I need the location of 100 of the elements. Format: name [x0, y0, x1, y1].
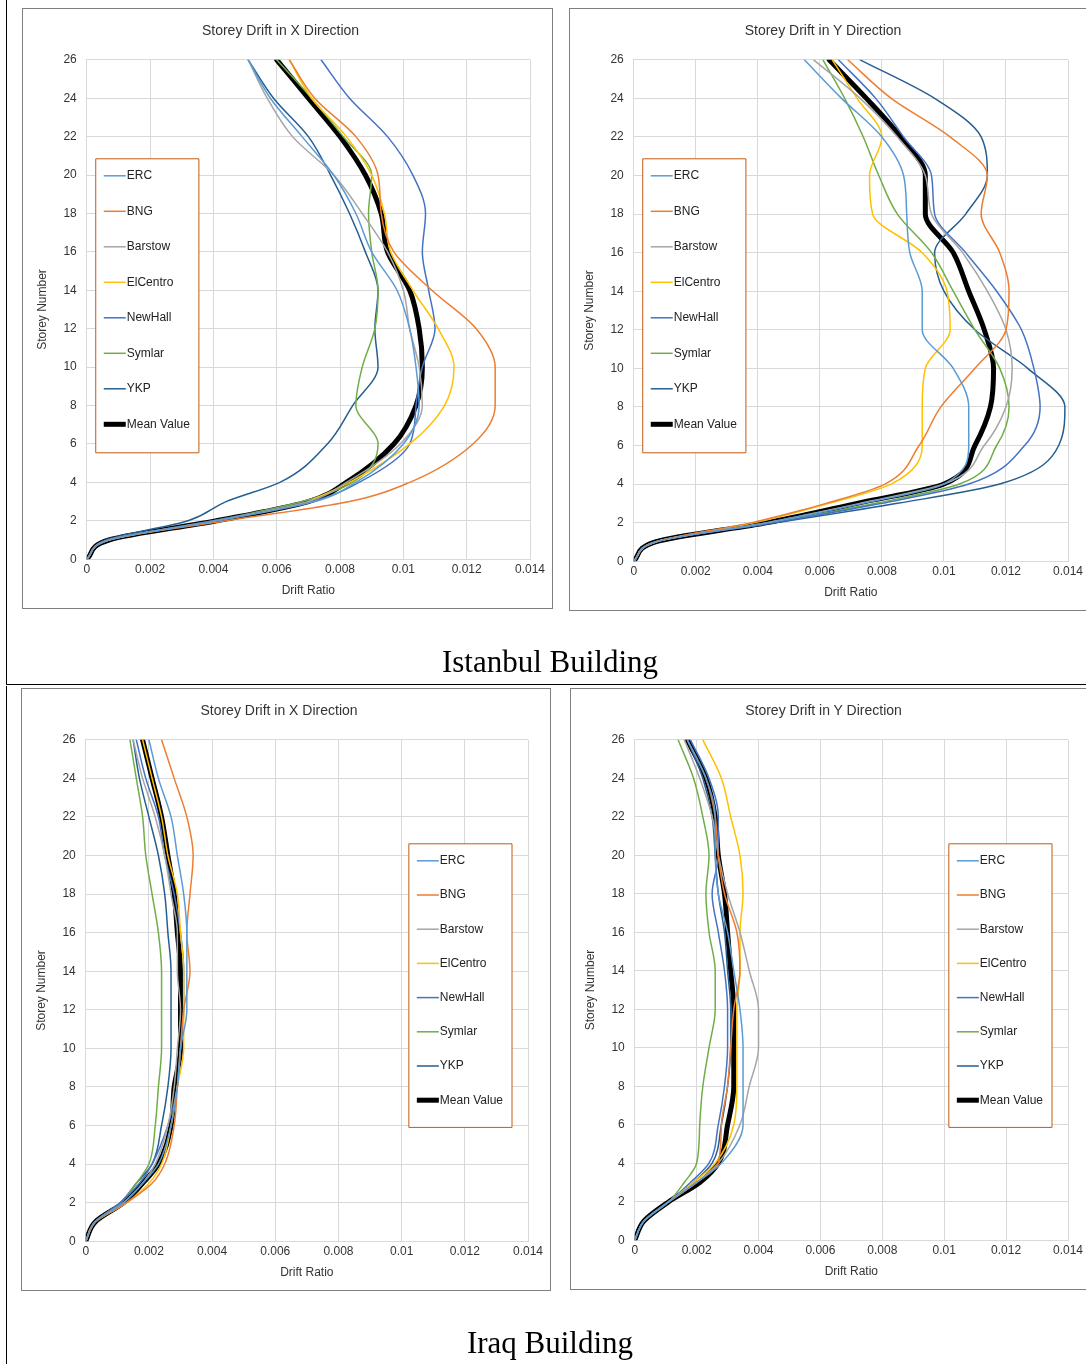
- legend-label: NewHall: [126, 310, 172, 325]
- x-tick-label: 0.006: [804, 563, 836, 578]
- legend-label: Barstow: [979, 921, 1024, 936]
- y-tick-label: 2: [69, 1194, 77, 1209]
- x-tick-label: 0.01: [391, 561, 416, 576]
- x-tick-label: 0.008: [867, 1242, 898, 1257]
- y-tick-label: 18: [63, 205, 78, 220]
- x-tick-label: 0.008: [866, 563, 898, 578]
- x-axis-title: Drift Ratio: [280, 1265, 334, 1280]
- y-tick-label: 4: [618, 1155, 626, 1170]
- y-axis-title: Storey Number: [33, 950, 48, 1031]
- y-tick-label: 0: [618, 1232, 626, 1247]
- legend-label: Symlar: [979, 1024, 1018, 1039]
- y-tick-label: 10: [63, 359, 78, 374]
- legend-label: Mean Value: [673, 416, 738, 431]
- x-tick-label: 0.014: [1052, 563, 1084, 578]
- text: Istanbul Building: [440, 644, 660, 680]
- legend-label: ERC: [673, 168, 700, 183]
- x-tick-label: 0: [82, 1243, 90, 1258]
- y-tick-label: 10: [610, 360, 625, 375]
- legend-label: YKP: [439, 1058, 464, 1073]
- legend-label: NewHall: [439, 989, 485, 1004]
- y-tick-label: 24: [610, 90, 625, 105]
- legend-label: YKP: [979, 1058, 1004, 1073]
- y-tick-label: 10: [62, 1040, 77, 1055]
- y-tick-label: 24: [611, 770, 626, 785]
- y-tick-label: 20: [611, 847, 626, 862]
- x-tick-label: 0.004: [742, 563, 774, 578]
- x-tick-label: 0.006: [260, 1243, 291, 1258]
- x-tick-label: 0.01: [932, 1242, 957, 1257]
- y-tick-label: 16: [62, 924, 77, 939]
- legend-label: ERC: [439, 853, 466, 868]
- y-tick-label: 12: [610, 322, 625, 337]
- x-tick-label: 0.014: [1052, 1242, 1084, 1257]
- legend-label: Symlar: [126, 345, 165, 360]
- legend-label: ERC: [979, 853, 1006, 868]
- y-tick-label: 2: [618, 1194, 626, 1209]
- y-tick-label: 14: [63, 282, 78, 297]
- x-axis-title: Drift Ratio: [824, 1264, 879, 1279]
- legend-label: YKP: [126, 381, 151, 396]
- x-tick-label: 0.012: [991, 1242, 1022, 1257]
- y-tick-label: 8: [617, 399, 625, 414]
- x-tick-label: 0.014: [512, 1243, 544, 1258]
- x-tick-label: 0.01: [932, 563, 956, 578]
- y-tick-label: 20: [62, 847, 77, 862]
- legend-label: Symlar: [673, 345, 712, 360]
- legend-label: Mean Value: [439, 1092, 504, 1107]
- legend-label: ElCentro: [439, 955, 487, 970]
- y-tick-label: 10: [611, 1040, 626, 1055]
- y-tick-label: 8: [618, 1078, 626, 1093]
- y-tick-label: 8: [70, 397, 78, 412]
- chart-title: Storey Drift in Y Direction: [745, 702, 902, 719]
- x-axis-title: Drift Ratio: [824, 585, 878, 600]
- y-tick-label: 16: [611, 924, 626, 939]
- x-tick-label: 0.014: [514, 561, 546, 576]
- legend-label: ERC: [126, 168, 153, 183]
- y-tick-label: 4: [69, 1156, 77, 1171]
- y-tick-label: 24: [63, 90, 78, 105]
- y-tick-label: 20: [610, 167, 625, 182]
- legend-label: Mean Value: [979, 1092, 1044, 1107]
- legend-label: BNG: [126, 203, 153, 218]
- chart-title: Storey Drift in Y Direction: [744, 22, 902, 39]
- y-tick-label: 6: [69, 1117, 77, 1132]
- x-tick-label: 0.002: [680, 563, 712, 578]
- y-tick-label: 4: [70, 474, 78, 489]
- y-tick-label: 14: [611, 963, 626, 978]
- legend-label: Symlar: [439, 1024, 478, 1039]
- y-tick-label: 16: [610, 244, 625, 259]
- x-tick-label: 0.012: [449, 1243, 481, 1258]
- x-tick-label: 0.002: [133, 1243, 165, 1258]
- y-tick-label: 2: [70, 513, 78, 528]
- y-tick-label: 18: [611, 886, 626, 901]
- y-tick-label: 26: [611, 732, 626, 747]
- legend-label: NewHall: [673, 310, 719, 325]
- x-axis-title: Drift Ratio: [281, 583, 336, 598]
- chart-title: Storey Drift in X Direction: [201, 22, 360, 39]
- y-tick-label: 22: [63, 128, 78, 143]
- x-tick-label: 0.008: [325, 561, 356, 576]
- legend-label: Mean Value: [126, 416, 191, 431]
- y-tick-label: 16: [63, 244, 78, 259]
- y-tick-label: 8: [69, 1079, 77, 1094]
- x-tick-label: 0.002: [135, 561, 166, 576]
- y-tick-label: 14: [610, 283, 625, 298]
- y-tick-label: 6: [70, 436, 78, 451]
- legend-label: ElCentro: [126, 274, 174, 289]
- y-tick-label: 22: [610, 129, 625, 144]
- chart-title: Storey Drift in X Direction: [200, 702, 358, 719]
- y-tick-label: 14: [62, 963, 77, 978]
- legend-label: YKP: [673, 381, 698, 396]
- y-axis-title: Storey Number: [581, 270, 596, 351]
- y-tick-label: 24: [62, 770, 77, 785]
- x-tick-label: 0.002: [681, 1242, 712, 1257]
- y-tick-label: 26: [610, 52, 625, 67]
- y-tick-label: 4: [617, 476, 625, 491]
- legend-label: NewHall: [979, 989, 1025, 1004]
- x-tick-label: 0.004: [197, 1243, 228, 1258]
- y-tick-label: 18: [610, 206, 625, 221]
- text: Iraq Building: [465, 1325, 635, 1361]
- x-tick-label: 0: [631, 1242, 639, 1257]
- y-tick-label: 22: [611, 809, 626, 824]
